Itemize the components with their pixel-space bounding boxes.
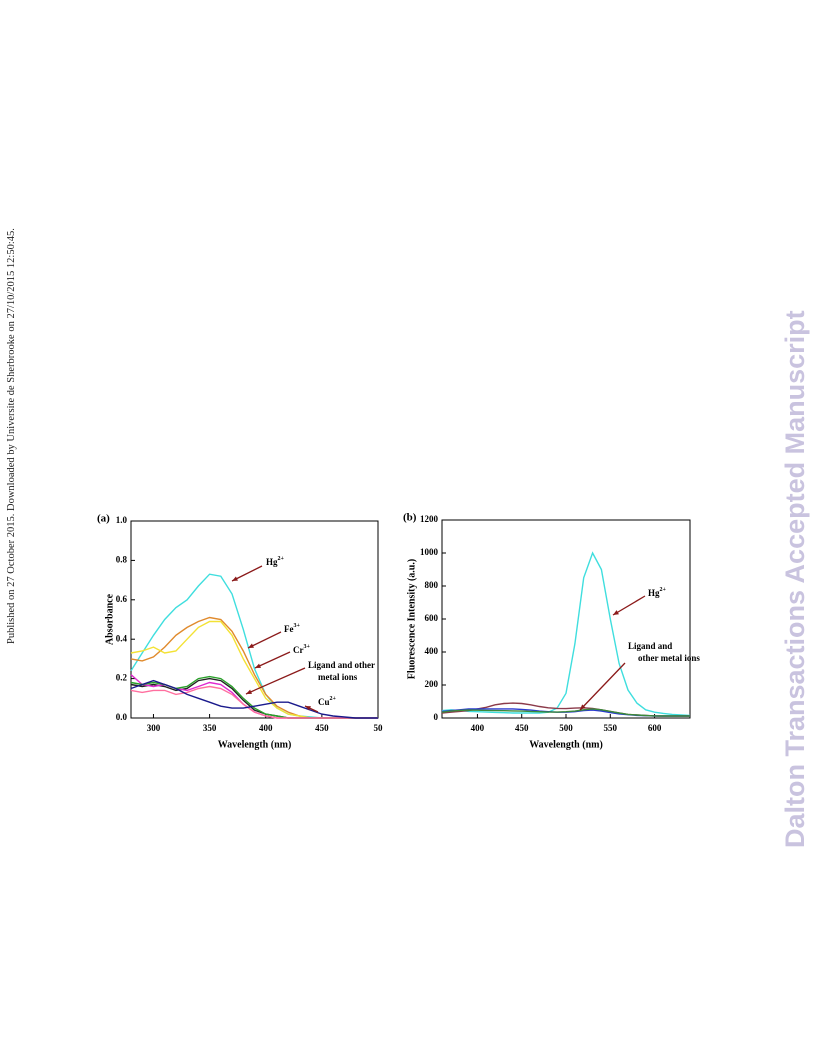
annotation-arrow <box>247 631 282 649</box>
y-axis-label: Fluorescence Intensity (a.u.) <box>406 559 417 679</box>
x-axis-label: Wavelength (nm) <box>529 739 603 750</box>
annotation-text: Hg <box>266 557 278 567</box>
panel-label: (a) <box>97 513 110 525</box>
panel-label: (b) <box>403 512 417 524</box>
y-tick-label: 0 <box>434 712 439 722</box>
annotation: Ligand and <box>628 641 672 651</box>
data-line <box>130 685 378 719</box>
annotation: Hg2+ <box>266 556 285 567</box>
annotation: Cr3+ <box>293 644 311 655</box>
y-tick-label: 0.4 <box>116 633 128 643</box>
annotation-arrow <box>579 662 626 711</box>
arrow-head <box>248 643 254 648</box>
y-tick-label: 0.6 <box>116 594 128 604</box>
annotation: Cu2+ <box>318 696 337 707</box>
x-tick-label: 400 <box>471 723 485 733</box>
annotation: other metal ions <box>638 653 700 663</box>
y-tick-label: 1.0 <box>116 515 128 525</box>
arrow-head <box>580 704 586 710</box>
x-tick-label: 50 <box>374 723 384 733</box>
annotation-arrow <box>254 651 291 669</box>
annotation-arrow <box>612 595 646 616</box>
annotation-text: Cu <box>318 697 330 707</box>
y-tick-label: 200 <box>425 679 439 689</box>
y-tick-label: 1200 <box>420 514 439 524</box>
annotation: Fe3+ <box>284 623 301 634</box>
y-tick-label: 1000 <box>420 547 439 557</box>
annotation-text: Cr <box>293 645 304 655</box>
data-line <box>441 551 691 717</box>
annotation-sup: 3+ <box>304 644 311 650</box>
arrow-head <box>305 706 311 711</box>
arrow-head <box>232 576 238 581</box>
x-tick-label: 450 <box>515 723 529 733</box>
annotation-sup: 2+ <box>660 587 667 593</box>
annotation-text: Hg <box>648 588 660 598</box>
plot-frame <box>441 519 691 719</box>
annotation-arrow <box>245 667 306 695</box>
annotation-arrow <box>231 565 263 582</box>
x-tick-label: 500 <box>559 723 573 733</box>
x-tick-label: 300 <box>147 723 161 733</box>
annotation-sup: 2+ <box>330 696 337 702</box>
y-tick-label: 0.8 <box>116 554 128 564</box>
data-line <box>130 679 378 719</box>
y-tick-label: 600 <box>425 613 439 623</box>
x-tick-label: 400 <box>259 723 273 733</box>
y-tick-label: 400 <box>425 646 439 656</box>
annotation: metal ions <box>318 672 358 682</box>
y-tick-label: 800 <box>425 580 439 590</box>
x-tick-label: 550 <box>604 723 618 733</box>
arrow-head <box>613 610 619 615</box>
x-axis-label: Wavelength (nm) <box>218 739 292 750</box>
plot-frame <box>130 520 379 719</box>
y-axis-label: Absorbance <box>104 593 115 645</box>
x-tick-label: 350 <box>203 723 217 733</box>
annotation-text: Fe <box>284 624 294 634</box>
x-tick-label: 600 <box>648 723 662 733</box>
y-tick-label: 0.0 <box>116 712 128 722</box>
data-line <box>441 708 690 717</box>
arrow-head <box>255 663 261 668</box>
annotation-sup: 3+ <box>294 623 301 629</box>
x-tick-label: 450 <box>315 723 329 733</box>
annotation-sup: 2+ <box>278 556 285 562</box>
y-tick-label: 0.2 <box>116 673 128 683</box>
annotation: Hg2+ <box>648 587 667 598</box>
arrow-head <box>246 689 252 694</box>
annotation: Ligand and other <box>308 660 375 670</box>
